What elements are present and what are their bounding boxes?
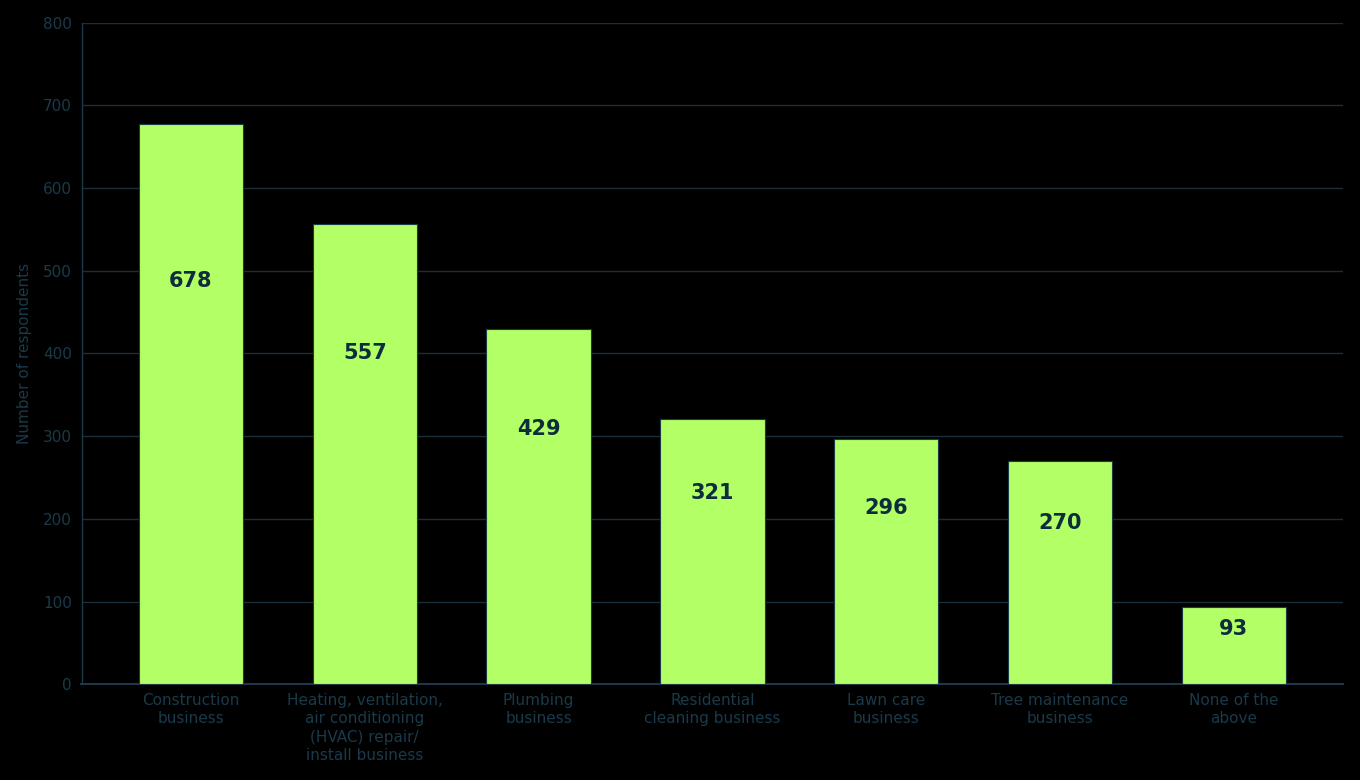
Bar [313,224,418,684]
Text: 557: 557 [343,342,386,363]
Bar [139,123,243,684]
Text: 321: 321 [691,483,734,503]
Bar [487,329,590,684]
Bar [1008,461,1112,684]
Bar [1182,608,1287,684]
Bar [834,439,938,684]
Text: 678: 678 [169,271,212,290]
Bar [660,419,764,684]
Text: 429: 429 [517,419,560,439]
Text: 296: 296 [865,498,908,518]
Text: 270: 270 [1038,513,1081,534]
Y-axis label: Number of respondents: Number of respondents [16,263,31,444]
Text: 93: 93 [1220,619,1248,639]
